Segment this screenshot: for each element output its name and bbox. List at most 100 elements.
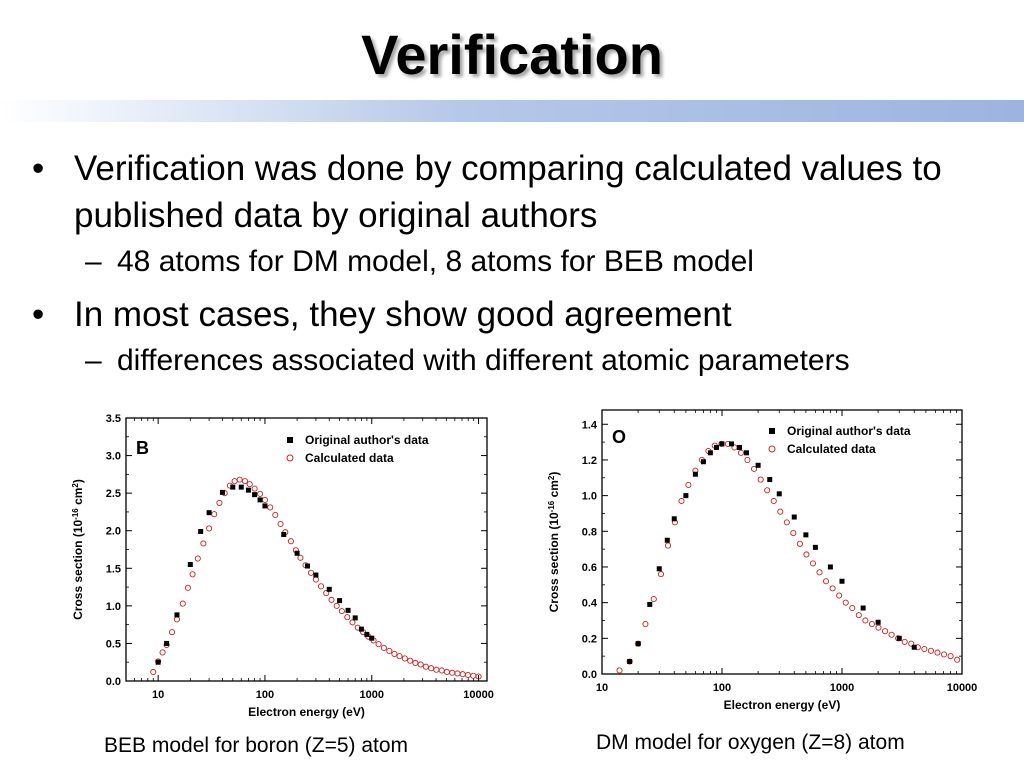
data-point-original xyxy=(257,497,263,503)
data-point-calculated xyxy=(386,647,393,654)
data-point-calculated xyxy=(150,668,157,676)
data-point-calculated xyxy=(616,667,623,674)
data-point-original xyxy=(304,563,310,569)
data-point-calculated xyxy=(211,511,218,518)
data-point-calculated xyxy=(349,619,356,626)
x-tick-label: 10 xyxy=(152,689,164,701)
y-tick-label: 1.5 xyxy=(106,563,121,575)
panel-label: O xyxy=(612,427,626,447)
data-point-calculated xyxy=(764,487,771,494)
data-point-calculated xyxy=(875,624,882,631)
data-point-calculated xyxy=(179,600,186,607)
data-point-original xyxy=(281,531,287,537)
data-point-original xyxy=(707,450,713,456)
data-point-calculated xyxy=(849,604,856,612)
data-point-calculated xyxy=(650,596,657,603)
bullet-text: Verification was done by comparing calcu… xyxy=(74,149,942,235)
data-point-calculated xyxy=(901,638,908,645)
data-point-calculated xyxy=(417,661,424,668)
data-point-calculated xyxy=(657,571,665,578)
legend-entry: Calculated data xyxy=(787,442,876,456)
data-point-calculated xyxy=(796,540,803,547)
data-point-calculated xyxy=(216,499,223,506)
data-point-original xyxy=(827,564,833,570)
data-point-calculated xyxy=(744,456,751,463)
legend-circle-marker-icon xyxy=(768,445,776,453)
data-point-calculated xyxy=(277,520,284,528)
x-axis-label: Electron energy (eV) xyxy=(724,698,841,712)
data-point-calculated xyxy=(328,596,335,603)
data-point-calculated xyxy=(297,554,304,561)
right-chart-caption: DM model for oxygen (Z=8) atom xyxy=(596,731,905,754)
data-point-calculated xyxy=(251,485,258,492)
legend-square-marker-icon xyxy=(287,437,293,443)
data-point-calculated xyxy=(751,465,758,472)
data-point-calculated xyxy=(241,478,249,485)
data-point-original xyxy=(198,528,204,534)
data-point-original xyxy=(803,532,809,538)
data-point-calculated xyxy=(375,641,382,648)
legend-circle-marker-icon xyxy=(286,454,294,462)
data-point-calculated xyxy=(816,569,823,576)
x-tick-label: 10 xyxy=(596,682,608,694)
data-point-calculated xyxy=(829,585,836,592)
data-point-calculated xyxy=(921,645,928,653)
data-point-calculated xyxy=(396,653,403,660)
data-point-calculated xyxy=(323,590,330,597)
sub-bullet-text: differences associated with different at… xyxy=(117,344,850,377)
data-point-original xyxy=(755,462,761,468)
legend-entry: Calculated data xyxy=(305,451,394,465)
plot-frame xyxy=(601,409,963,675)
y-tick-label: 0.6 xyxy=(582,562,597,574)
data-point-calculated xyxy=(947,653,954,660)
sub-bullet-item: – 48 atoms for DM model, 8 atoms for BEB… xyxy=(32,241,992,283)
data-point-calculated xyxy=(954,656,961,663)
y-tick-label: 0.5 xyxy=(106,638,121,650)
data-point-calculated xyxy=(333,602,340,609)
data-point-original xyxy=(776,491,782,497)
y-tick-label: 1.2 xyxy=(582,455,597,467)
data-point-original xyxy=(737,444,743,450)
data-point-original xyxy=(664,537,670,543)
data-point-original xyxy=(262,503,268,509)
y-tick-label: 0.0 xyxy=(106,676,121,688)
data-point-calculated xyxy=(380,644,387,651)
bullet-dot-icon: • xyxy=(32,149,45,188)
legend-entry: Original author's data xyxy=(305,433,429,447)
data-point-original xyxy=(729,441,735,447)
data-point-calculated xyxy=(927,647,934,654)
data-point-calculated xyxy=(790,530,797,537)
data-point-calculated xyxy=(475,673,482,680)
data-point-original xyxy=(656,566,662,572)
data-point-original xyxy=(860,605,866,611)
dash-icon: – xyxy=(85,245,102,278)
data-point-calculated xyxy=(803,551,810,558)
data-point-original xyxy=(635,641,641,647)
data-point-original xyxy=(671,516,677,522)
data-point-original xyxy=(345,607,351,613)
data-point-original xyxy=(719,441,725,447)
data-point-calculated xyxy=(934,649,941,656)
x-tick-label: 10000 xyxy=(463,689,494,701)
data-point-original xyxy=(174,612,180,618)
x-tick-label: 100 xyxy=(256,689,274,701)
data-point-calculated xyxy=(881,628,889,635)
data-point-original xyxy=(683,493,689,499)
data-point-original xyxy=(245,487,251,493)
sub-bullet-text: 48 atoms for DM model, 8 atoms for BEB m… xyxy=(117,245,754,278)
y-tick-label: 0.2 xyxy=(582,633,597,645)
data-point-calculated xyxy=(267,504,274,511)
x-tick-label: 100 xyxy=(713,682,731,694)
data-point-calculated xyxy=(257,490,264,497)
y-tick-label: 0.0 xyxy=(582,669,597,681)
x-tick-label: 1000 xyxy=(360,689,384,701)
data-point-calculated xyxy=(159,649,166,656)
data-point-original xyxy=(358,626,364,632)
data-point-original xyxy=(187,562,193,568)
y-tick-label: 1.0 xyxy=(582,491,597,503)
data-point-original xyxy=(326,586,332,592)
data-point-calculated xyxy=(391,650,398,657)
y-tick-label: 3.5 xyxy=(106,413,121,425)
data-point-original xyxy=(337,598,343,604)
